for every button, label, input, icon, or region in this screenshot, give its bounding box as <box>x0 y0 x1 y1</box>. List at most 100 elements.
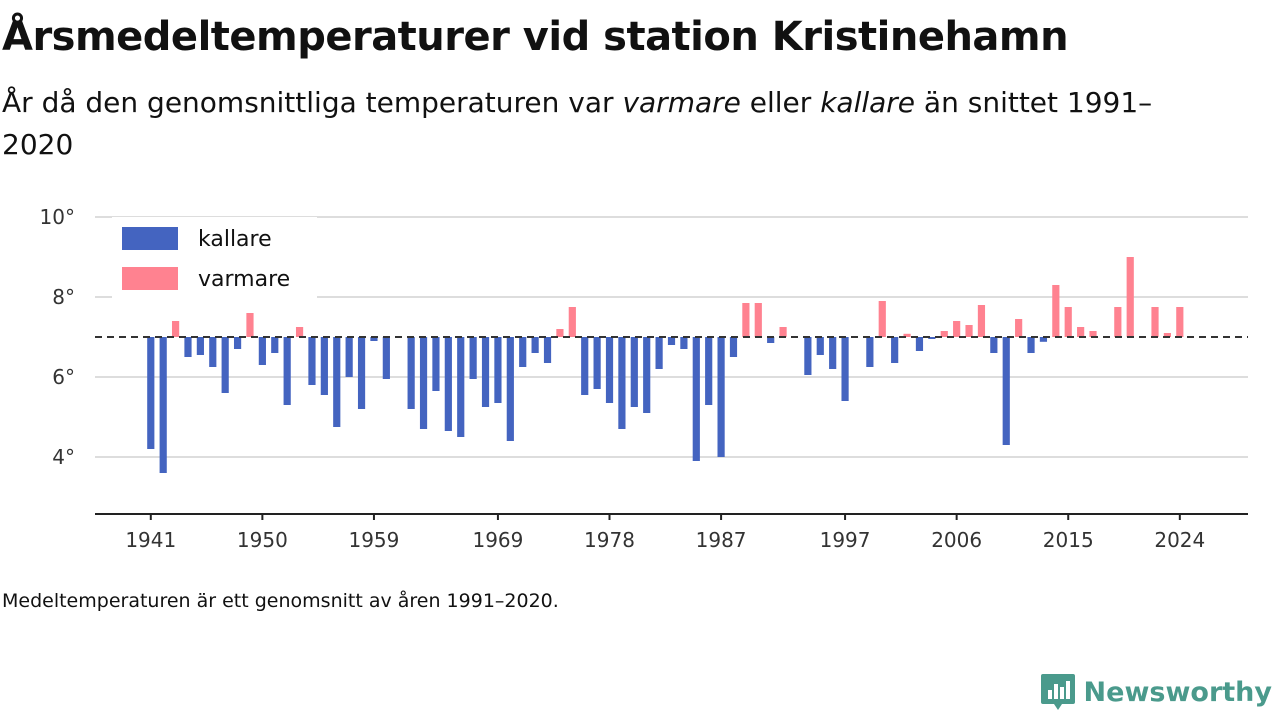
bar-1977 <box>593 337 601 389</box>
legend: kallare varmare <box>112 217 317 299</box>
footnote: Medeltemperaturen är ett genomsnitt av å… <box>2 590 559 612</box>
bar-2004 <box>928 337 936 339</box>
bar-1956 <box>333 337 341 427</box>
bar-1975 <box>568 307 576 337</box>
bar-1990 <box>754 303 762 337</box>
bar-1974 <box>556 329 564 337</box>
bars <box>147 257 1184 473</box>
bar-1962 <box>407 337 415 409</box>
temperature-bar-chart: 4° 6° 8° 10° 1941 1950 1959 1969 1978 1987 1997 20… <box>40 205 1248 552</box>
bar-1981 <box>643 337 651 413</box>
bar-1960 <box>382 337 390 379</box>
bar-1982 <box>655 337 663 369</box>
bar-1995 <box>816 337 824 355</box>
bar-1997 <box>841 337 849 401</box>
bar-1989 <box>742 303 750 337</box>
bar-2011 <box>1015 319 1023 337</box>
bar-1942 <box>159 337 167 473</box>
legend-swatch-warmer <box>122 267 178 290</box>
bar-2023 <box>1163 333 1172 337</box>
bar-1965 <box>444 337 452 431</box>
bar-1950 <box>258 337 266 365</box>
bar-2016 <box>1077 327 1085 337</box>
x-tick-label-1969: 1969 <box>472 528 523 552</box>
y-tick-label-4: 4° <box>52 445 75 469</box>
chart-title: Årsmedeltemperaturer vid station Kristin… <box>2 14 1069 60</box>
bar-2007 <box>965 325 973 337</box>
bar-1952 <box>283 337 291 405</box>
newsworthy-logo-icon <box>1040 674 1075 710</box>
bar-2014 <box>1052 285 1060 337</box>
bar-1953 <box>295 327 304 337</box>
bar-1992 <box>779 327 787 337</box>
bar-1988 <box>729 337 738 357</box>
x-tick-label-2015: 2015 <box>1043 528 1094 552</box>
bar-1999 <box>866 337 874 367</box>
subtitle-emphasis-colder: kallare <box>820 86 916 119</box>
bar-1966 <box>457 337 465 437</box>
bar-1941 <box>147 337 155 449</box>
bar-2020 <box>1126 257 1134 337</box>
bar-1991 <box>767 337 775 343</box>
bar-1971 <box>519 337 527 367</box>
bar-1986 <box>705 337 713 405</box>
bar-2017 <box>1089 331 1097 337</box>
x-tick-label-2024: 2024 <box>1154 528 1205 552</box>
bar-1948 <box>233 337 242 349</box>
legend-swatch-colder <box>122 227 178 250</box>
bar-2010 <box>1002 337 1010 445</box>
x-tick-label-1941: 1941 <box>125 528 176 552</box>
bar-1984 <box>680 337 688 349</box>
subtitle-text-3: än snittet 1991–2020 <box>2 86 1153 161</box>
subtitle-text-2: eller <box>740 86 821 119</box>
bar-1978 <box>605 337 614 403</box>
bar-1973 <box>543 337 552 363</box>
bar-2005 <box>940 331 948 337</box>
bar-2008 <box>977 305 986 337</box>
bar-2019 <box>1114 307 1122 337</box>
x-axis-ticks: 1941 1950 1959 1969 1978 1987 1997 2006 2015 2024 <box>125 514 1205 552</box>
x-tick-label-2006: 2006 <box>931 528 982 552</box>
x-tick-label-1950: 1950 <box>237 528 288 552</box>
bar-2003 <box>915 337 924 351</box>
bar-2022 <box>1151 307 1159 337</box>
bar-2013 <box>1039 337 1048 342</box>
bar-2012 <box>1027 337 1035 353</box>
bar-1968 <box>481 337 490 407</box>
bar-1964 <box>432 337 440 391</box>
bar-1985 <box>692 337 700 461</box>
bar-1946 <box>209 337 217 367</box>
legend-label-colder: kallare <box>198 227 272 252</box>
bar-1969 <box>494 337 502 403</box>
bar-1970 <box>506 337 514 441</box>
y-tick-label-6: 6° <box>52 365 75 389</box>
bar-2015 <box>1064 307 1072 337</box>
bar-1987 <box>717 337 725 457</box>
bar-2006 <box>953 321 961 337</box>
y-tick-label-8: 8° <box>52 285 75 309</box>
bar-1994 <box>804 337 812 375</box>
bar-1957 <box>345 337 353 377</box>
bar-1963 <box>419 337 428 429</box>
bar-2001 <box>891 337 899 363</box>
bar-1949 <box>246 313 254 337</box>
bar-1945 <box>196 337 204 355</box>
bar-1951 <box>271 337 279 353</box>
bar-1996 <box>829 337 837 369</box>
bar-1943 <box>171 321 180 337</box>
bar-1972 <box>531 337 539 353</box>
bar-1976 <box>581 337 589 395</box>
bar-1958 <box>357 337 366 409</box>
x-tick-label-1959: 1959 <box>348 528 399 552</box>
bar-2024 <box>1176 307 1184 337</box>
bar-2000 <box>878 301 886 337</box>
bar-2009 <box>990 337 998 353</box>
brand-logo: Newsworthy <box>1040 672 1272 712</box>
bar-1947 <box>221 337 229 393</box>
bar-1955 <box>320 337 328 395</box>
y-tick-label-10: 10° <box>40 205 75 229</box>
bar-1944 <box>184 337 192 357</box>
bar-1954 <box>308 337 316 385</box>
bar-2002 <box>903 333 911 337</box>
bar-1967 <box>469 337 477 379</box>
